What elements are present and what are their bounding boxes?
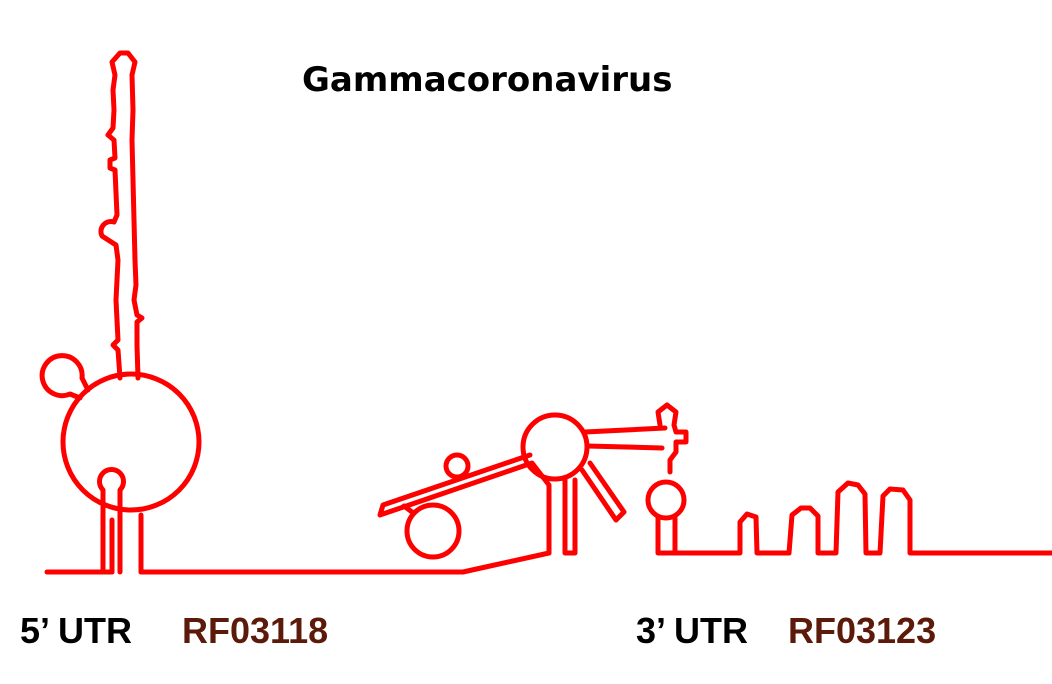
structure-strokes [39, 50, 1052, 575]
utr5-outer-stem [109, 512, 144, 575]
utr5-structure [39, 50, 202, 575]
utr3-left-arm [377, 452, 552, 556]
utr5-inner-hairpin [97, 467, 126, 575]
utr3-diagonal-hairpin [579, 460, 627, 523]
utr3-family-label: RF03123 [788, 610, 937, 651]
utr3-right-stem [655, 515, 678, 556]
utr5-long-stem-right [129, 72, 145, 381]
utr3-right-arm [582, 425, 668, 451]
utr3-right-bulb [645, 479, 687, 521]
utr3-right-stack [655, 402, 689, 475]
utr5-side-hairpin [39, 353, 91, 401]
diagram-title: Gammacoronavirus [302, 60, 673, 100]
utr3-tail-line [672, 480, 1052, 556]
backbone [44, 550, 552, 575]
utr3-tail [672, 480, 1052, 556]
utr3-left-bulb [404, 502, 462, 560]
utr3-structure [377, 402, 689, 560]
utr3-top-small-loop [443, 452, 471, 480]
utr3-label: 3’ UTR [636, 610, 749, 651]
utr3-left-bulb-link [401, 503, 415, 515]
utr5-long-stem-left [98, 50, 138, 381]
utr5-multiloop [60, 371, 202, 513]
utr5-label: 5’ UTR [20, 610, 133, 651]
utr3-center-stem [562, 475, 578, 556]
utr3-central-loop [520, 412, 590, 482]
utr5-family-label: RF03118 [182, 610, 329, 651]
